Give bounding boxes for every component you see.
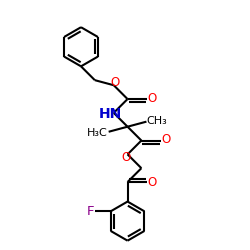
Text: O: O bbox=[122, 151, 131, 164]
Text: O: O bbox=[162, 133, 171, 146]
Text: O: O bbox=[148, 176, 157, 189]
Text: F: F bbox=[86, 205, 94, 218]
Text: H₃C: H₃C bbox=[87, 128, 108, 138]
Text: HN: HN bbox=[98, 107, 122, 121]
Text: O: O bbox=[148, 92, 157, 105]
Text: O: O bbox=[110, 76, 120, 89]
Text: CH₃: CH₃ bbox=[146, 116, 167, 126]
